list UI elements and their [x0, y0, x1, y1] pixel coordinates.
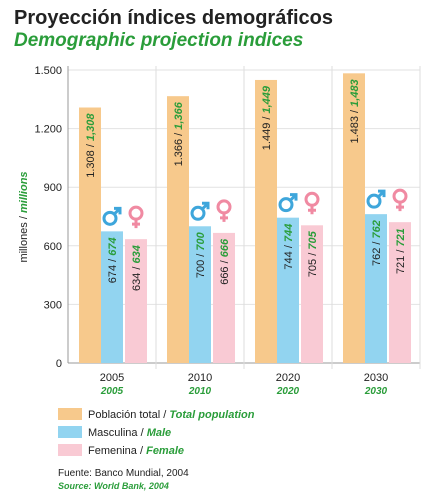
female-symbol [304, 191, 320, 207]
female-symbol [392, 188, 408, 204]
legend-swatch [58, 444, 82, 456]
legend-swatch [58, 426, 82, 438]
y-axis-label: millones / millions [18, 171, 30, 262]
chart-subtitle: Demographic projection indices [14, 30, 303, 51]
x-tick-label: 2010 [188, 372, 212, 384]
bar [125, 239, 147, 363]
female-cross [220, 212, 228, 222]
legend-label: Femenina / Female [88, 445, 184, 457]
bar [389, 222, 411, 363]
female-symbol [128, 205, 144, 221]
male-symbol [190, 205, 206, 221]
y-tick-label: 300 [44, 299, 62, 311]
x-tick-label: 2030 [364, 372, 388, 384]
y-tick-label: 900 [44, 182, 62, 194]
bar [79, 107, 101, 363]
male-arrow [288, 193, 298, 202]
male-symbol [102, 210, 118, 226]
chart-title: Proyección índices demográficos [14, 7, 333, 29]
female-cross [132, 219, 140, 229]
value-label: 666 / 666 [219, 238, 231, 285]
legend-label: Población total / Total population [88, 409, 255, 421]
male-symbol [366, 193, 382, 209]
value-label: 1.449 / 1,449 [261, 85, 273, 150]
female-cross [396, 202, 404, 212]
legend-label: Masculina / Male [88, 427, 171, 439]
value-label: 1.308 / 1,308 [85, 113, 97, 178]
value-label: 762 / 762 [371, 220, 383, 266]
bar [167, 96, 189, 363]
value-label: 744 / 744 [283, 224, 295, 270]
value-label: 705 / 705 [307, 230, 319, 277]
value-label: 634 / 634 [131, 245, 143, 291]
x-tick-label-en: 2030 [364, 386, 388, 397]
male-arrow [200, 201, 210, 211]
x-tick-label: 2005 [100, 372, 124, 384]
bar [343, 73, 365, 363]
x-tick-label: 2020 [276, 372, 300, 384]
y-label-es: millones / [18, 215, 30, 262]
bar [365, 214, 387, 363]
source-en: Source: World Bank, 2004 [58, 481, 169, 491]
value-label: 700 / 700 [195, 231, 207, 278]
x-tick-label-en: 2005 [100, 386, 124, 397]
bar [277, 217, 299, 363]
bar [101, 231, 123, 363]
x-tick-label-en: 2020 [276, 386, 300, 397]
y-tick-label: 1.200 [34, 124, 62, 136]
value-label: 1.483 / 1,483 [349, 79, 361, 143]
bar [213, 232, 235, 363]
source-es: Fuente: Banco Mundial, 2004 [58, 468, 189, 479]
y-label-en: millions [18, 171, 30, 213]
y-tick-label: 0 [56, 358, 62, 370]
female-symbol [216, 199, 232, 215]
x-tick-label-en: 2010 [188, 386, 212, 397]
female-cross [308, 205, 316, 215]
male-arrow [112, 206, 122, 216]
value-label: 674 / 674 [107, 237, 119, 283]
legend-swatch [58, 408, 82, 420]
value-label: 1.366 / 1,366 [173, 101, 185, 166]
bar [255, 79, 277, 363]
bar [301, 225, 323, 363]
male-symbol [278, 197, 294, 213]
y-tick-label: 1.500 [34, 65, 62, 77]
male-arrow [376, 189, 386, 199]
value-label: 721 / 721 [395, 228, 407, 274]
bar [189, 226, 211, 363]
y-tick-label: 600 [44, 241, 62, 253]
